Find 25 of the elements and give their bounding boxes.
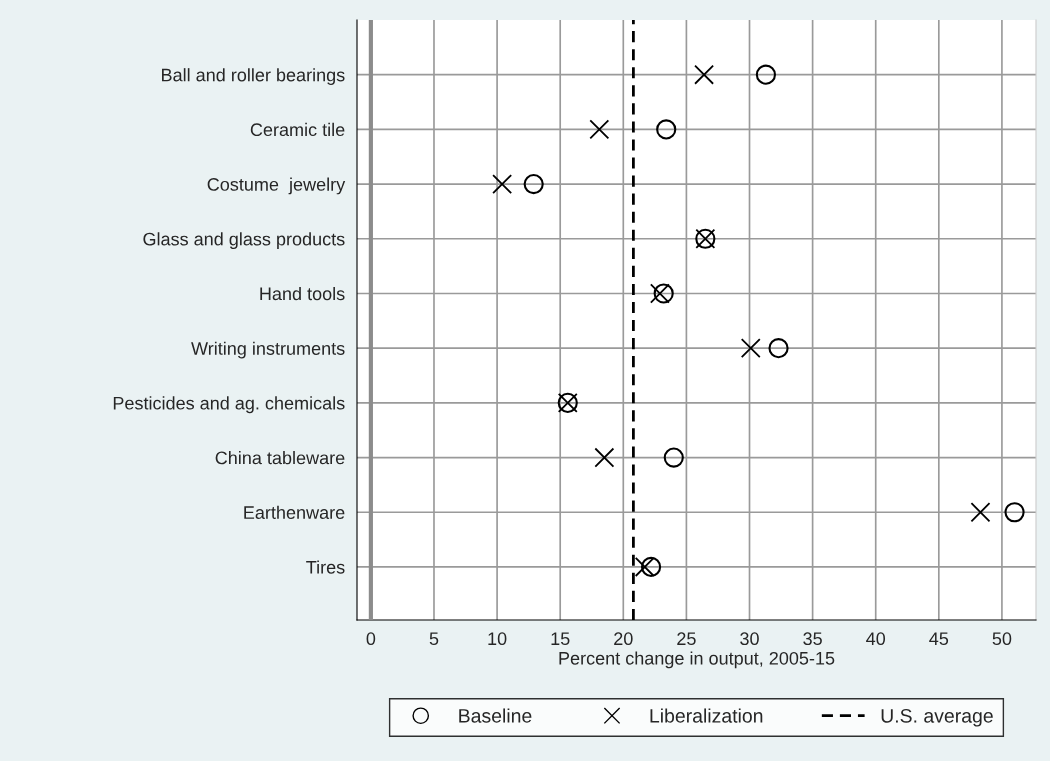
y-tick-label: China tableware bbox=[215, 451, 345, 465]
y-tick-label: Pesticides and ag. chemicals bbox=[113, 396, 345, 414]
legend-label: Liberalization bbox=[650, 708, 763, 723]
y-tick-label: Earthenware bbox=[244, 505, 345, 519]
x-tick-label: 0 bbox=[366, 632, 376, 646]
x-tick-label: 35 bbox=[803, 632, 822, 646]
y-tick-label: Glass and glass products bbox=[143, 232, 345, 250]
x-tick-label: 40 bbox=[866, 632, 886, 646]
y-tick-label: Writing instruments bbox=[191, 341, 345, 359]
y-tick-label: Tires bbox=[306, 560, 345, 574]
x-tick-label: 15 bbox=[551, 632, 570, 646]
y-tick-label: Ceramic tile bbox=[250, 122, 345, 137]
x-tick-label: 20 bbox=[614, 632, 633, 646]
x-tick-label: 25 bbox=[677, 632, 696, 646]
legend-label: U.S. average bbox=[881, 708, 993, 727]
x-axis-title: Percent change in output, 2005-15 bbox=[559, 651, 835, 669]
y-tick-label: Ball and roller bearings bbox=[162, 68, 345, 85]
x-tick-label: 30 bbox=[740, 632, 759, 646]
x-tick-label: 45 bbox=[929, 632, 949, 646]
legend-label: Baseline bbox=[459, 708, 532, 723]
x-tick-label: 50 bbox=[992, 632, 1012, 646]
x-tick-label: 10 bbox=[488, 632, 507, 646]
y-tick-label: Hand tools bbox=[260, 286, 345, 301]
y-tick-label: Costume jewelry bbox=[207, 177, 346, 195]
x-tick-label: 5 bbox=[429, 632, 439, 646]
